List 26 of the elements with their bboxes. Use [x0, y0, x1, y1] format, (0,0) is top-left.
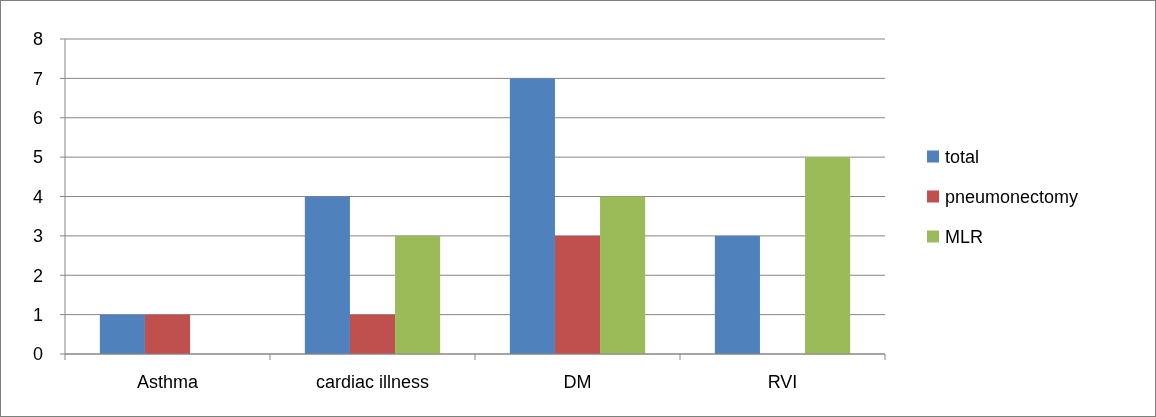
bar: [805, 157, 851, 354]
x-tick-label: cardiac illness: [315, 372, 430, 392]
y-tick-label: 3: [32, 226, 43, 247]
legend-label: pneumonectomy: [945, 186, 1079, 207]
bar: [304, 196, 350, 354]
bar: [600, 196, 646, 354]
bar: [395, 235, 441, 354]
bar: [554, 235, 601, 354]
y-tick-label: 2: [32, 265, 43, 286]
bar: [714, 235, 760, 354]
legend-label: MLR: [945, 226, 984, 247]
y-tick-label: 4: [32, 186, 43, 207]
legend-label: total: [945, 146, 980, 167]
y-tick-label: 6: [32, 108, 43, 129]
y-tick-label: 7: [32, 68, 43, 89]
bar: [509, 78, 555, 354]
x-tick-label: DM: [563, 372, 592, 392]
bar: [144, 314, 191, 354]
bar: [349, 314, 396, 354]
y-tick-label: 0: [32, 344, 43, 365]
x-tick-label: Asthma: [136, 372, 199, 392]
y-tick-label: 5: [32, 147, 43, 168]
bar: [99, 314, 145, 354]
y-tick-label: 8: [32, 29, 43, 50]
x-tick-label: RVI: [767, 372, 798, 392]
y-tick-label: 1: [32, 304, 43, 325]
